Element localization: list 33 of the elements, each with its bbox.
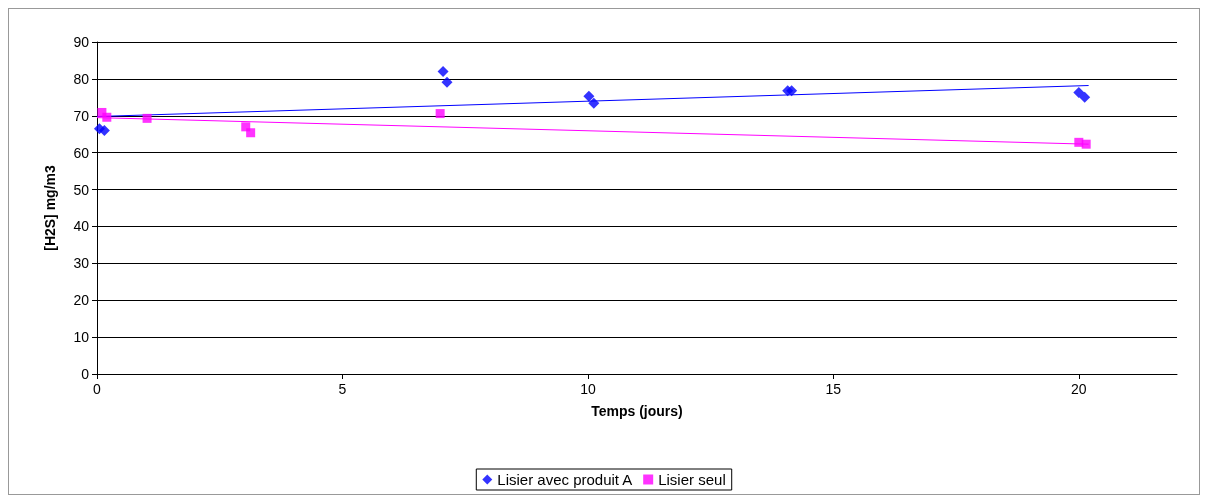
point bbox=[786, 85, 798, 97]
x-axis-title: Temps (jours) bbox=[591, 403, 683, 419]
point bbox=[102, 112, 112, 122]
y-tick-label: 50 bbox=[73, 181, 90, 198]
y-tick-label: 20 bbox=[73, 292, 90, 309]
point bbox=[435, 109, 445, 119]
point bbox=[246, 128, 256, 138]
point bbox=[583, 90, 595, 102]
y-tick-label: 60 bbox=[73, 144, 90, 161]
y-tick-label: 70 bbox=[73, 107, 90, 124]
x-tick-label: 20 bbox=[1071, 381, 1087, 397]
y-tick-label: 0 bbox=[81, 366, 90, 382]
point bbox=[1073, 87, 1085, 99]
point bbox=[98, 125, 110, 137]
point bbox=[441, 76, 453, 88]
point bbox=[142, 113, 152, 123]
point bbox=[1081, 139, 1091, 149]
y-tick-label: 90 bbox=[73, 34, 90, 50]
x-tick-label: 15 bbox=[825, 381, 842, 397]
y-tick-label: 80 bbox=[73, 70, 90, 87]
point bbox=[588, 97, 600, 109]
legend-label: Lisier avec produit A bbox=[497, 471, 633, 488]
point bbox=[1074, 137, 1084, 147]
y-axis-title: [H2S] mg/m3 bbox=[42, 165, 58, 251]
point bbox=[437, 66, 449, 78]
y-tick-label: 40 bbox=[73, 218, 90, 235]
x-tick-label: 0 bbox=[93, 381, 102, 397]
y-tick-label: 30 bbox=[73, 255, 90, 272]
x-tick-label: 10 bbox=[580, 381, 596, 397]
legend-label: Lisier seul bbox=[658, 471, 726, 488]
y-tick-label: 10 bbox=[73, 329, 90, 346]
point bbox=[1079, 91, 1091, 103]
x-tick-label: 5 bbox=[338, 381, 347, 397]
